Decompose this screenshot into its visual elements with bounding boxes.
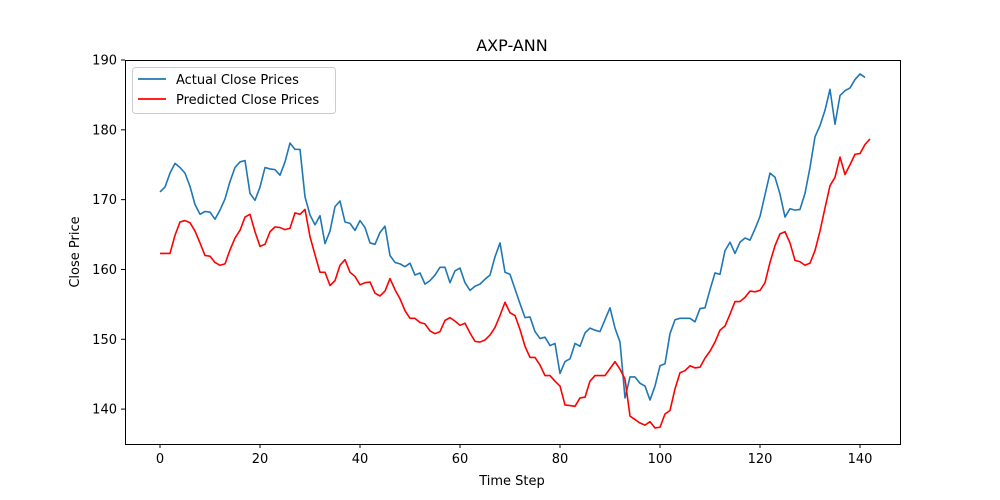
y-tick-label: 190 <box>92 54 117 69</box>
x-axis: 0 20 40 60 80 100 120 140 <box>156 444 873 467</box>
y-tick-label: 140 <box>92 403 117 418</box>
axes-frame <box>125 60 901 445</box>
x-tick-label: 80 <box>552 452 569 467</box>
x-tick-label: 120 <box>748 452 773 467</box>
y-axis-label: Close Price <box>68 216 83 287</box>
x-tick-label: 60 <box>452 452 469 467</box>
series-line-1 <box>160 138 871 429</box>
y-tick-label: 180 <box>92 123 117 138</box>
x-tick-label: 100 <box>648 452 673 467</box>
x-tick-label: 40 <box>352 452 369 467</box>
chart-title: AXP-ANN <box>476 36 548 55</box>
x-tick-label: 0 <box>156 452 164 467</box>
y-tick-label: 150 <box>92 333 117 348</box>
x-tick-label: 20 <box>252 452 269 467</box>
legend-label-actual: Actual Close Prices <box>176 73 299 88</box>
plot-area <box>159 73 871 429</box>
y-tick-label: 160 <box>92 263 117 278</box>
legend-label-predicted: Predicted Close Prices <box>176 93 319 108</box>
x-axis-label: Time Step <box>478 474 545 489</box>
x-tick-label: 140 <box>848 452 873 467</box>
legend: Actual Close Prices Predicted Close Pric… <box>132 67 336 114</box>
y-axis: 140 150 160 170 180 190 <box>92 54 125 418</box>
series-line-0 <box>159 73 866 401</box>
legend-box <box>132 67 336 114</box>
y-tick-label: 170 <box>92 193 117 208</box>
